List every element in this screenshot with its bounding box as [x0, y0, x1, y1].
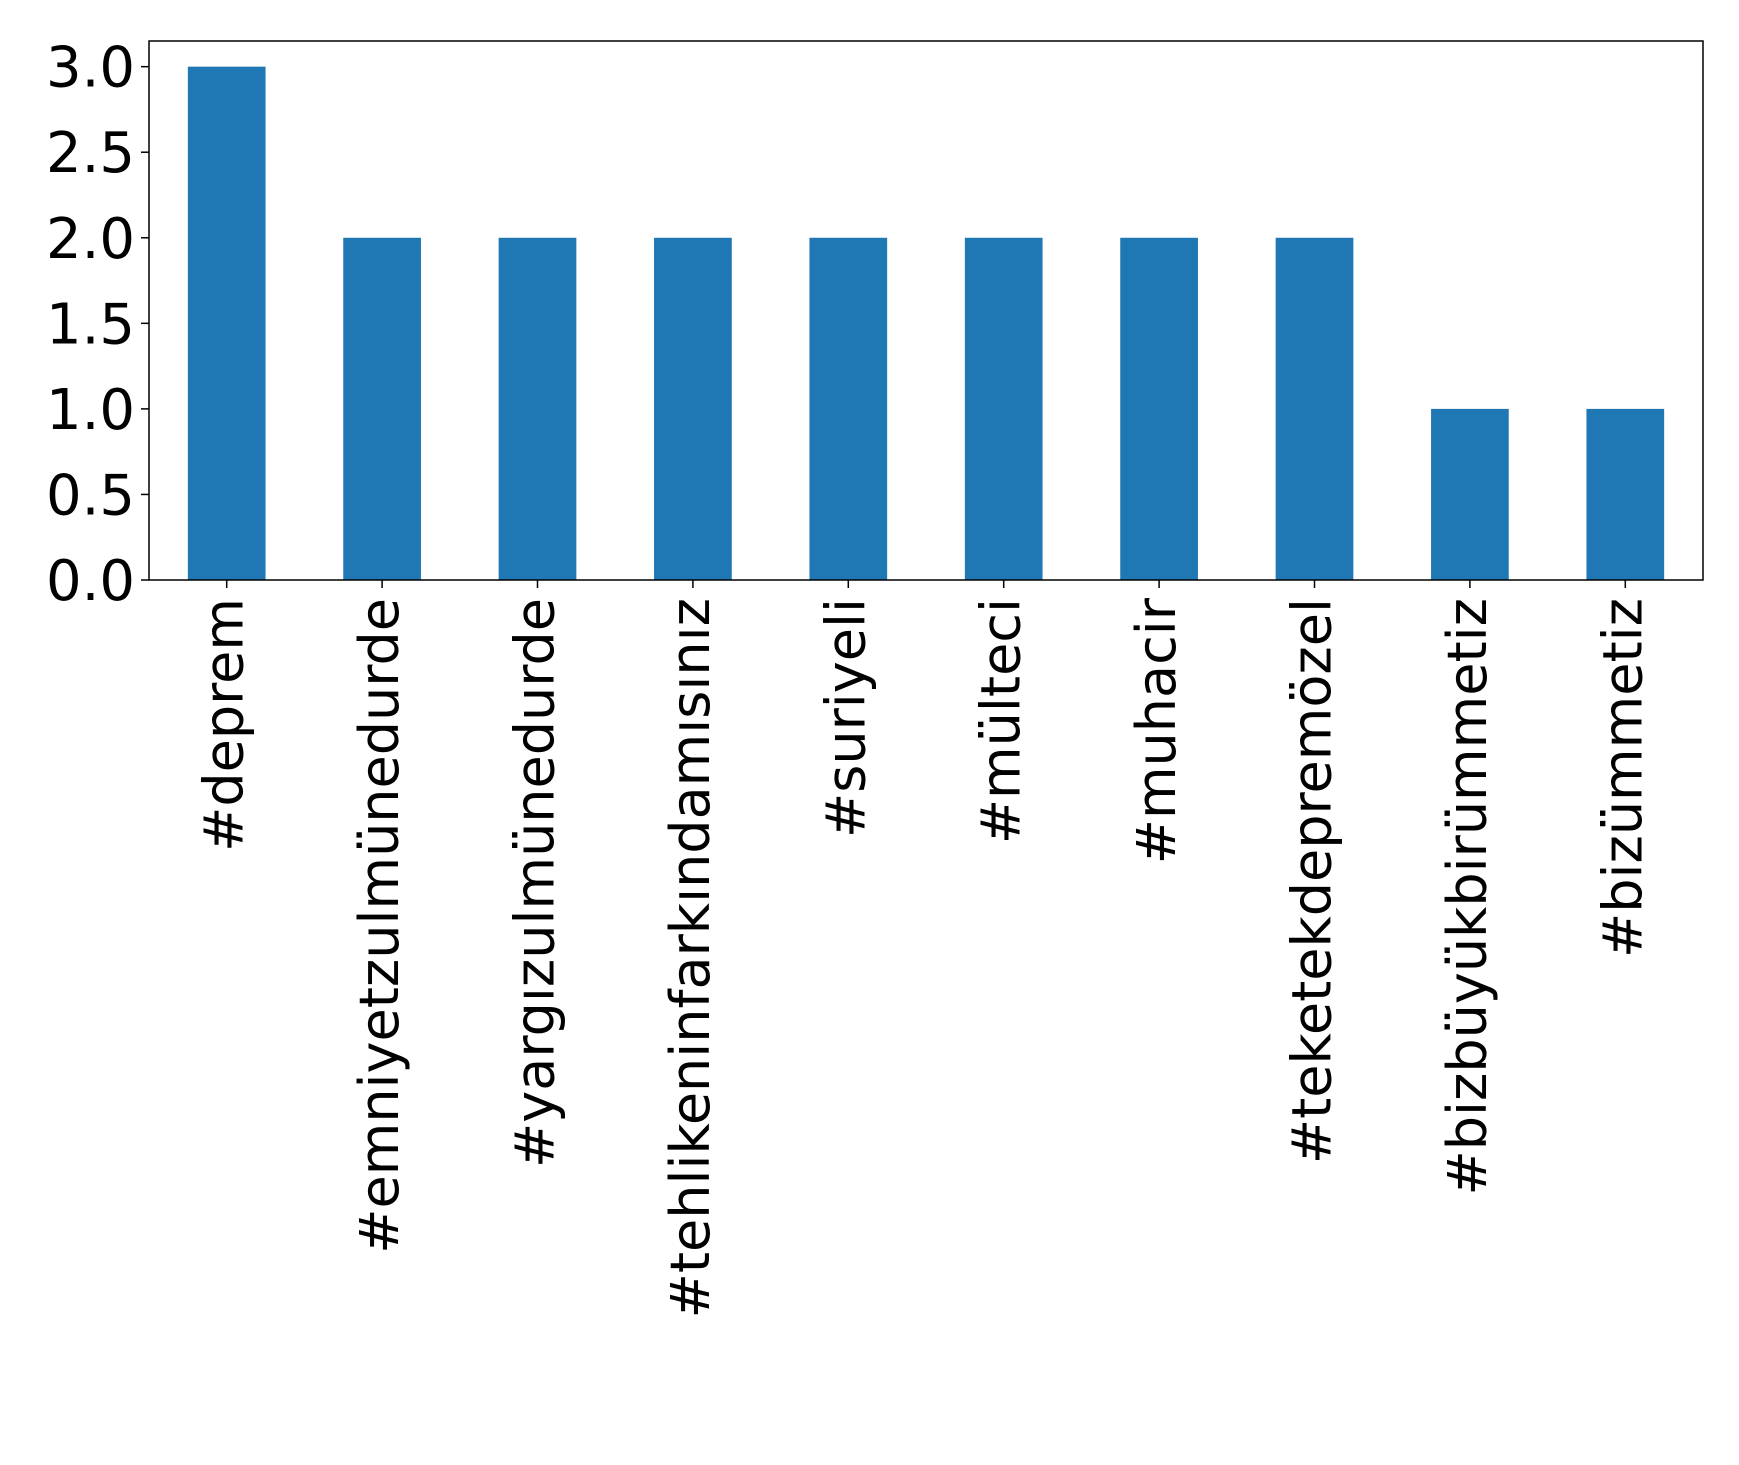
bar-7 [1275, 237, 1354, 580]
y-tick-label: 0.0 [46, 549, 135, 614]
x-tick-label: #muhacir [1125, 597, 1188, 864]
x-axis: #deprem #emniyetzulmünedurde #yargızulmüne… [193, 580, 1654, 1318]
y-tick-label: 3.0 [46, 36, 135, 101]
bar-6 [1120, 237, 1198, 580]
bar-3 [654, 237, 732, 580]
x-tick-label: #suriyeli [814, 598, 877, 838]
bars-layer [187, 66, 1665, 580]
y-tick-label: 0.5 [46, 463, 135, 528]
bar-0 [187, 66, 266, 580]
x-tick-label: #bizbüyükbirümmetiz [1436, 598, 1499, 1195]
plot-frame [148, 40, 1704, 581]
x-tick-label: #yargızulmünedurde [504, 598, 567, 1168]
y-tick-label: 1.0 [46, 378, 135, 443]
x-tick-label: #bizümmetiz [1591, 598, 1654, 958]
bar-9 [1586, 408, 1665, 580]
x-tick-label: #tehlikeninfarkındamısınız [659, 598, 722, 1318]
bar-4 [809, 237, 888, 580]
y-tick-label: 1.5 [46, 292, 135, 357]
bar-1 [343, 237, 421, 580]
bar-5 [964, 237, 1043, 580]
y-tick-label: 2.5 [46, 121, 135, 186]
x-tick-label: #mülteci [970, 598, 1033, 844]
y-axis: 0.0 0.5 1.0 1.5 2.0 2.5 3.0 [46, 36, 149, 614]
y-tick-label: 2.0 [46, 207, 135, 272]
bar-2 [498, 237, 577, 580]
bar-8 [1431, 408, 1509, 580]
x-tick-label: #deprem [193, 598, 256, 852]
x-tick-label: #emniyetzulmünedurde [348, 598, 411, 1254]
x-tick-label: #teketekdepremözel [1281, 598, 1344, 1164]
